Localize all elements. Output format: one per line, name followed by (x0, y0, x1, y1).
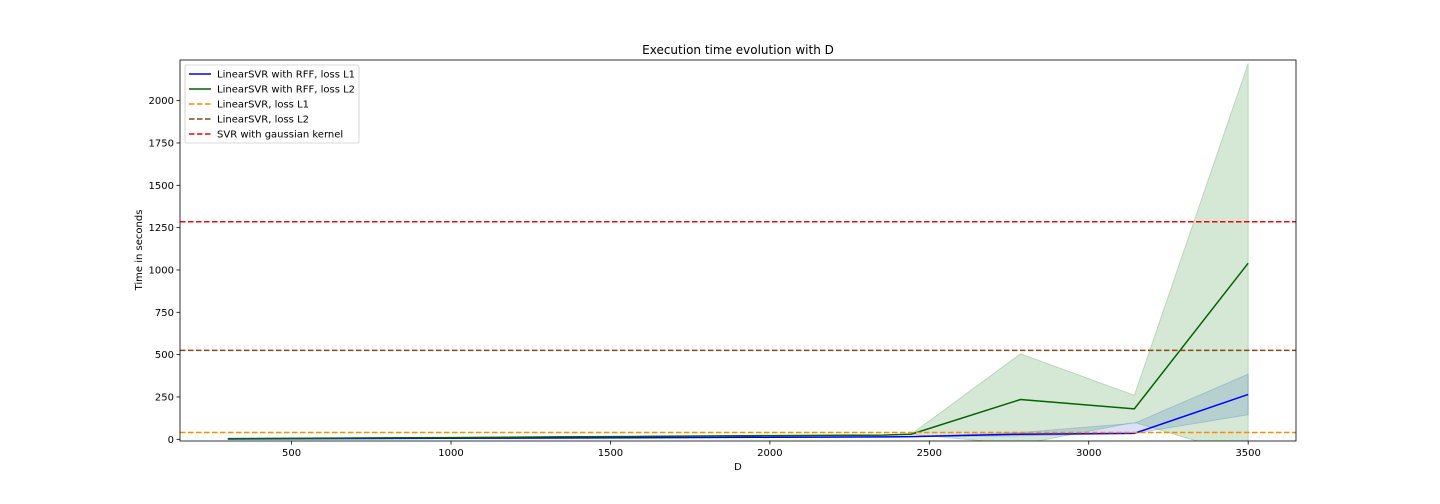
plot-area (180, 63, 1296, 441)
y-tick-label: 0 (168, 435, 174, 446)
x-tick-label: 2000 (757, 448, 782, 459)
x-tick-label: 3000 (1076, 448, 1101, 459)
plot-frame (179, 59, 1297, 442)
y-axis-title: Time in seconds (134, 210, 145, 292)
y-tick-label: 1750 (149, 138, 174, 149)
x-tick-label: 1500 (598, 448, 623, 459)
x-tick-label: 2500 (917, 448, 942, 459)
y-tick-label: 1000 (149, 265, 174, 276)
line-linearsvr-with-rff-loss-l2 (227, 262, 1249, 440)
y-tick-label: 1500 (149, 181, 174, 192)
x-tick-label: 500 (282, 448, 301, 459)
legend-label-linearsvr-loss-l2: LinearSVR, loss L2 (217, 115, 309, 126)
x-tick-label: 1000 (438, 448, 463, 459)
y-tick-label: 750 (155, 308, 174, 319)
legend-label-linearsvr-with-rff-loss-l1: LinearSVR with RFF, loss L1 (217, 70, 355, 81)
x-axis-title: D (734, 462, 742, 473)
legend-label-svr-with-gaussian-kernel: SVR with gaussian kernel (217, 130, 343, 141)
legend-label-linearsvr-loss-l1: LinearSVR, loss L1 (217, 100, 309, 111)
y-tick-label: 250 (155, 392, 174, 403)
chart-title: Execution time evolution with D (642, 43, 834, 57)
axes: 500 1000 1500 2000 2500 3000 3500 0 250 500 750 100… (149, 59, 1297, 459)
legend: LinearSVR with RFF, loss L1 LinearSVR wit… (184, 64, 360, 144)
legend-box (184, 64, 360, 144)
y-tick-label: 500 (155, 350, 174, 361)
y-tick-label: 2000 (149, 96, 174, 107)
y-tick-label: 1250 (149, 223, 174, 234)
legend-label-linearsvr-with-rff-loss-l2: LinearSVR with RFF, loss L2 (217, 85, 355, 96)
band-linearsvr-with-rff-loss-l2 (227, 63, 1249, 441)
x-tick-label: 3500 (1235, 448, 1260, 459)
